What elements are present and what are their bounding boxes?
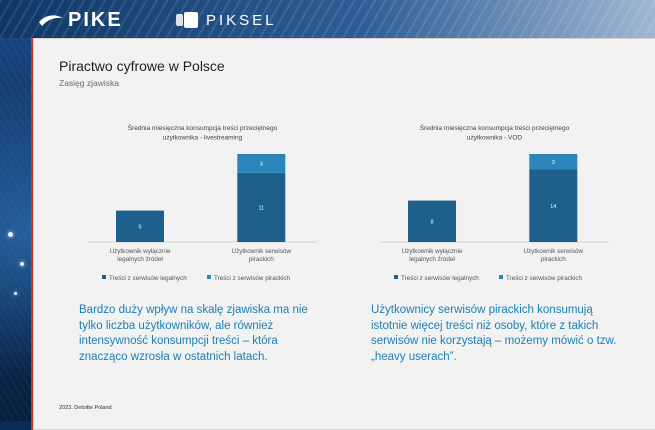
left-description: Bardzo duży wpływ na skalę zjawiska ma n… [79, 304, 308, 363]
light-dot [14, 292, 17, 295]
pike-swoosh-icon [39, 15, 63, 26]
right-description: Użytkownicy serwisów pirackich konsumują… [371, 304, 617, 363]
category-label: Użytkownik serwisów [232, 248, 292, 255]
category-label: pirackich [249, 256, 274, 263]
category-label: Użytkownik wyłącznie [402, 248, 463, 255]
bar-legal [529, 169, 578, 242]
piksel-logo: PIKSEL [176, 9, 277, 31]
bar-value-label: 8 [430, 219, 433, 225]
legend-swatch [102, 275, 106, 279]
bar-value-label: 14 [550, 204, 556, 210]
bar-value-label: 11 [258, 205, 264, 211]
category-label: legalnych źródeł [117, 256, 163, 263]
pike-logo-text: PIKE [68, 8, 123, 31]
light-dot [20, 262, 24, 266]
piksel-mark-icon [176, 12, 198, 28]
category-label: Użytkownik wyłącznie [110, 248, 171, 255]
piksel-logo-text: PIKSEL [206, 11, 277, 29]
footer-note: 2023. Deloitte Poland [59, 405, 112, 411]
page-title: Piractwo cyfrowe w Polsce [59, 58, 225, 74]
chart-title-line: Średnia miesięczna konsumpcja treści prz… [128, 123, 278, 132]
page-subtitle: Zasięg zjawiska [59, 78, 119, 88]
bar-pirate [529, 154, 578, 170]
category-label: legalnych źródeł [409, 256, 455, 263]
chart-title-line: Średnia miesięczna konsumpcja treści prz… [420, 123, 570, 132]
chart-title-line: użytkownika - VOD [467, 135, 523, 142]
light-dot [8, 232, 13, 237]
legend-swatch [394, 275, 398, 279]
bar-value-label: 3 [260, 161, 263, 167]
bar-value-label: 5 [138, 224, 141, 230]
pike-logo: PIKE [38, 9, 123, 31]
bar-legal [408, 200, 457, 242]
category-label: Użytkownik serwisów [524, 248, 584, 255]
chart-title-line: użytkownika - livestreaming [163, 135, 243, 142]
category-label: pirackich [541, 256, 566, 263]
legend-label: Treści z serwisów legalnych [401, 275, 479, 282]
header-strip [0, 0, 655, 38]
chart-livestreaming: Średnia miesięczna konsumpcja treści prz… [88, 123, 317, 282]
chart-vod: Średnia miesięczna konsumpcja treści prz… [380, 123, 609, 282]
legend-label: Treści z serwisów pirackich [506, 275, 583, 282]
legend-label: Treści z serwisów legalnych [109, 275, 187, 282]
legend-label: Treści z serwisów pirackich [214, 275, 291, 282]
legend-swatch [207, 275, 211, 279]
legend-swatch [499, 275, 503, 279]
bar-legal [237, 172, 286, 242]
bar-pirate [237, 154, 286, 173]
bar-legal [116, 210, 165, 242]
bar-value-label: 3 [552, 160, 555, 166]
